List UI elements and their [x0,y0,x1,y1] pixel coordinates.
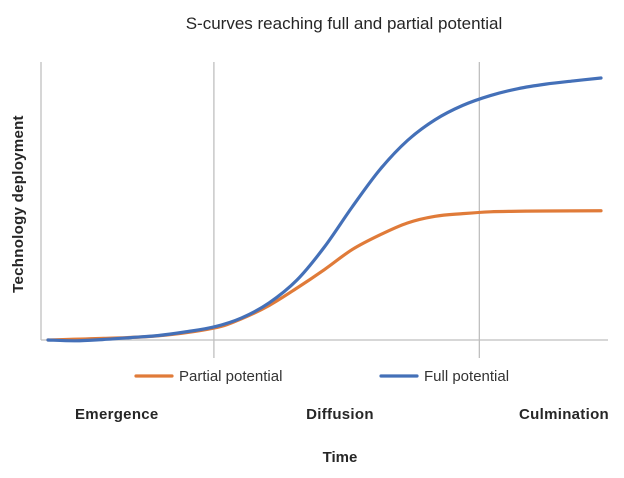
x-axis-label: Time [323,449,358,466]
series-lines [46,76,603,343]
phase-dividers [213,62,480,358]
phase-label-3: Culmination [519,406,609,423]
y-axis-label: Technology deployment [10,115,27,293]
phase-label-1: Emergence [75,406,159,423]
phase-label-2: Diffusion [306,406,374,423]
legend-label-1: Partial potential [179,368,282,385]
series-line-2 [46,76,603,343]
chart-title: S-curves reaching full and partial poten… [186,14,503,33]
legend-label-2: Full potential [424,368,509,385]
series-line-1 [46,209,603,342]
phase-labels: Emergence Diffusion Culmination [75,406,609,423]
legend: Partial potential Full potential [134,368,509,385]
